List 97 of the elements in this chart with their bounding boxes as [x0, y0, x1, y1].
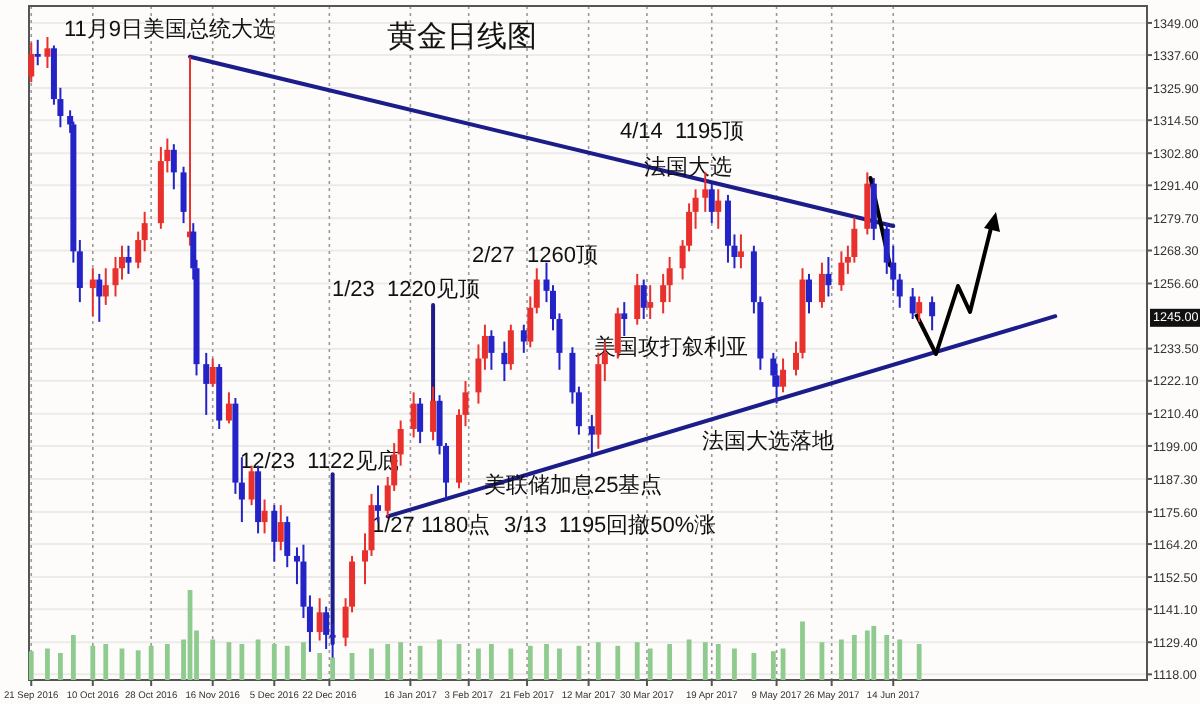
bar: [897, 639, 903, 680]
candlestick: [870, 177, 877, 242]
candlestick: [909, 287, 916, 321]
candlestick: [825, 255, 832, 298]
bar: [751, 653, 757, 680]
candlestick: [507, 323, 514, 371]
annotation: 3/13 1195回撤50%涨: [504, 512, 717, 538]
bar: [135, 650, 141, 680]
bar: [45, 648, 50, 680]
bar: [667, 644, 673, 680]
candlestick: [170, 143, 177, 191]
candlestick: [640, 278, 647, 321]
candlestick: [277, 504, 284, 552]
bar: [385, 644, 391, 680]
bar: [615, 645, 621, 680]
candlestick: [621, 301, 628, 337]
candlestick: [708, 182, 715, 225]
bar: [148, 645, 154, 680]
bar: [576, 645, 582, 680]
candlestick: [271, 504, 278, 563]
candlestick: [316, 597, 323, 642]
bar: [595, 642, 601, 680]
bar: [851, 635, 857, 680]
bar: [557, 648, 562, 680]
candlestick: [929, 295, 936, 332]
candlestick: [410, 391, 417, 439]
candlestick: [89, 267, 96, 318]
candlestick: [724, 193, 731, 264]
bar: [800, 621, 805, 680]
annotation: 2/27 1260顶: [472, 244, 598, 268]
annotation: 1/23 1220见顶: [332, 278, 480, 302]
bar: [369, 648, 374, 680]
bar: [864, 630, 870, 680]
bar: [164, 644, 170, 680]
candlestick: [715, 188, 722, 230]
candlestick: [588, 413, 595, 456]
bar: [210, 639, 216, 680]
candlestick: [634, 272, 641, 326]
candlestick: [520, 323, 527, 354]
annotation: 1/27 1180点: [372, 512, 491, 538]
bar: [398, 642, 404, 680]
bar: [90, 645, 96, 680]
bar: [544, 644, 549, 680]
bar: [508, 648, 514, 680]
bar: [916, 644, 922, 680]
bar: [884, 635, 890, 680]
candlestick: [737, 233, 744, 270]
candlestick: [780, 357, 787, 394]
candlestick: [647, 284, 654, 321]
annotation: 11月9日美国总统大选: [64, 16, 276, 42]
bar: [647, 648, 653, 680]
candlestick: [44, 36, 51, 70]
candlestick: [225, 391, 232, 425]
candlestick: [180, 165, 187, 225]
bar: [702, 642, 708, 680]
bar: [284, 645, 290, 680]
candlestick: [284, 515, 291, 569]
bar: [271, 644, 277, 680]
candlestick: [261, 498, 268, 535]
bar: [715, 644, 721, 680]
bar: [437, 639, 442, 680]
bar: [732, 648, 737, 680]
annotation: 4/14 1195顶: [620, 120, 745, 144]
bar: [634, 642, 640, 680]
candlestick: [28, 41, 35, 84]
candlestick: [916, 295, 923, 323]
bar: [838, 639, 844, 680]
candlestick: [864, 171, 871, 236]
bar: [301, 642, 306, 680]
bar: [58, 653, 63, 680]
candlestick: [203, 351, 210, 416]
candlestick: [323, 605, 330, 650]
candlestick: [488, 329, 495, 371]
candlestick: [125, 244, 132, 275]
candlestick: [209, 357, 216, 388]
candlestick: [417, 396, 424, 445]
candlestick: [805, 272, 812, 315]
bar: [417, 645, 423, 680]
bar: [476, 648, 481, 680]
text: 黄金日线图: [387, 20, 537, 54]
bar: [317, 653, 323, 680]
bar: [871, 626, 877, 680]
candlestick: [96, 272, 103, 323]
bar: [28, 651, 34, 680]
bar: [770, 651, 776, 680]
bar: [103, 644, 109, 680]
bar: [239, 644, 245, 680]
bar: [527, 645, 533, 680]
bar: [70, 635, 76, 680]
annotation: 法国大选落地: [702, 428, 834, 454]
bar: [330, 657, 336, 680]
candlestick: [34, 38, 41, 67]
candlestick: [818, 261, 825, 309]
candlestick: [838, 250, 845, 292]
candlestick: [501, 340, 508, 383]
bar: [489, 644, 494, 680]
candlestick: [102, 267, 109, 306]
